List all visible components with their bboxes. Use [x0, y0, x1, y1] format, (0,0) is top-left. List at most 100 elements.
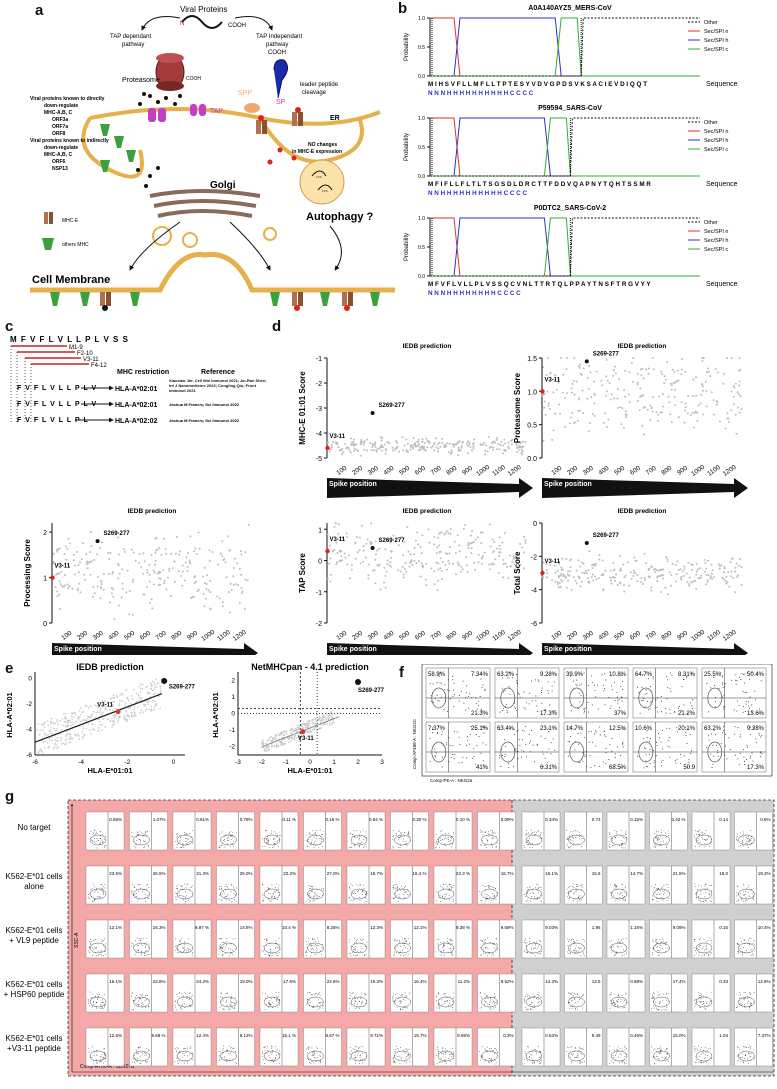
event-dot [743, 900, 744, 901]
event-dot [616, 831, 617, 832]
event-dot [452, 954, 453, 955]
event-dot [92, 901, 93, 902]
v3-11-point [325, 446, 329, 450]
peptide-point [261, 743, 263, 745]
event-dot [568, 847, 569, 848]
event-dot [360, 836, 361, 837]
event-dot [658, 955, 659, 956]
spike-peptide-point [492, 449, 494, 451]
event-dot [408, 834, 409, 835]
spike-peptide-point [688, 585, 690, 587]
spike-peptide-point [611, 577, 613, 579]
event-dot [451, 889, 452, 890]
cd107a-flow-plot: 0.73 [565, 812, 603, 850]
event-dot [700, 901, 701, 902]
event-dot [586, 766, 587, 767]
spike-peptide-point [558, 576, 560, 578]
spike-peptide-point [388, 442, 390, 444]
event-dot [717, 752, 718, 753]
event-dot [141, 938, 142, 939]
peptide-point [284, 730, 286, 732]
spike-peptide-point [193, 550, 195, 552]
peptide-point [71, 722, 73, 724]
event-dot [656, 834, 657, 835]
event-dot [105, 836, 106, 837]
peptide-point [114, 701, 116, 703]
event-dot [743, 712, 744, 713]
peptide-point [76, 735, 78, 737]
spike-peptide-point [709, 375, 711, 377]
event-dot [656, 948, 657, 949]
peptide-point [286, 731, 288, 733]
event-dot [140, 843, 141, 844]
event-dot [574, 950, 575, 951]
event-dot [742, 840, 743, 841]
event-dot [321, 838, 322, 839]
spike-peptide-point [414, 444, 416, 446]
event-dot [223, 840, 224, 841]
spike-peptide-point [671, 384, 673, 386]
event-dot [222, 845, 223, 846]
event-dot [746, 759, 747, 760]
event-dot [363, 847, 364, 848]
spike-peptide-point [245, 579, 247, 581]
plot-title: NetMHCpan - 4.1 prediction [251, 662, 369, 672]
spike-peptide-point [383, 582, 385, 584]
spike-peptide-point [462, 441, 464, 443]
spike-peptide-point [698, 404, 700, 406]
y-tick-label: 0 [231, 711, 235, 718]
event-dot [759, 733, 760, 734]
spike-peptide-point [578, 397, 580, 399]
cd107a-percent: 10.4 % [282, 925, 296, 930]
event-dot [659, 955, 660, 956]
spike-peptide-point [448, 563, 450, 565]
event-dot [485, 901, 486, 902]
peptide-point [102, 712, 104, 714]
event-dot [645, 694, 646, 695]
spike-peptide-point [182, 564, 184, 566]
event-dot [487, 841, 488, 842]
event-dot [717, 750, 718, 751]
peptide-point [93, 711, 95, 713]
spike-peptide-point [522, 446, 524, 448]
peptide-point [315, 719, 317, 721]
peptide-point [125, 710, 127, 712]
quadrant-lr-value: 6.31% [540, 765, 558, 771]
event-dot [481, 709, 482, 710]
event-dot [362, 890, 363, 891]
spike-peptide-point [240, 550, 242, 552]
peptide-point [134, 713, 136, 715]
spike-peptide-point [360, 455, 362, 457]
event-dot [665, 833, 666, 834]
quadrant-ur-value: 7.34% [471, 672, 489, 678]
event-dot [586, 755, 587, 756]
event-dot [580, 948, 581, 949]
event-dot [503, 708, 504, 709]
cd107a-flow-plot: 0.15 [692, 920, 730, 958]
spike-peptide-point [140, 566, 142, 568]
event-dot [622, 843, 623, 844]
peptide-point [151, 709, 153, 711]
event-dot [406, 940, 407, 941]
peptide-point [125, 705, 127, 707]
event-dot [275, 892, 276, 893]
event-dot [364, 892, 365, 893]
quadrant-ur-value: 10.8% [609, 672, 627, 678]
event-dot [437, 843, 438, 844]
event-dot [621, 830, 622, 831]
cd107a-percent: 22.3 % [456, 871, 470, 876]
event-dot [100, 838, 101, 839]
spike-peptide-point [208, 589, 210, 591]
event-dot [691, 705, 692, 706]
event-dot [270, 951, 271, 952]
peptide-point [124, 715, 126, 717]
peptide-point [151, 701, 153, 703]
spike-peptide-point [705, 390, 707, 392]
cd107a-percent: 19.2% [758, 871, 771, 876]
event-dot [97, 896, 98, 897]
spike-peptide-point [565, 577, 567, 579]
event-dot [440, 840, 441, 841]
event-dot [219, 889, 220, 890]
spike-peptide-point [607, 418, 609, 420]
panel-a: Viral Proteins N COOH TAP dependant path… [30, 0, 395, 315]
